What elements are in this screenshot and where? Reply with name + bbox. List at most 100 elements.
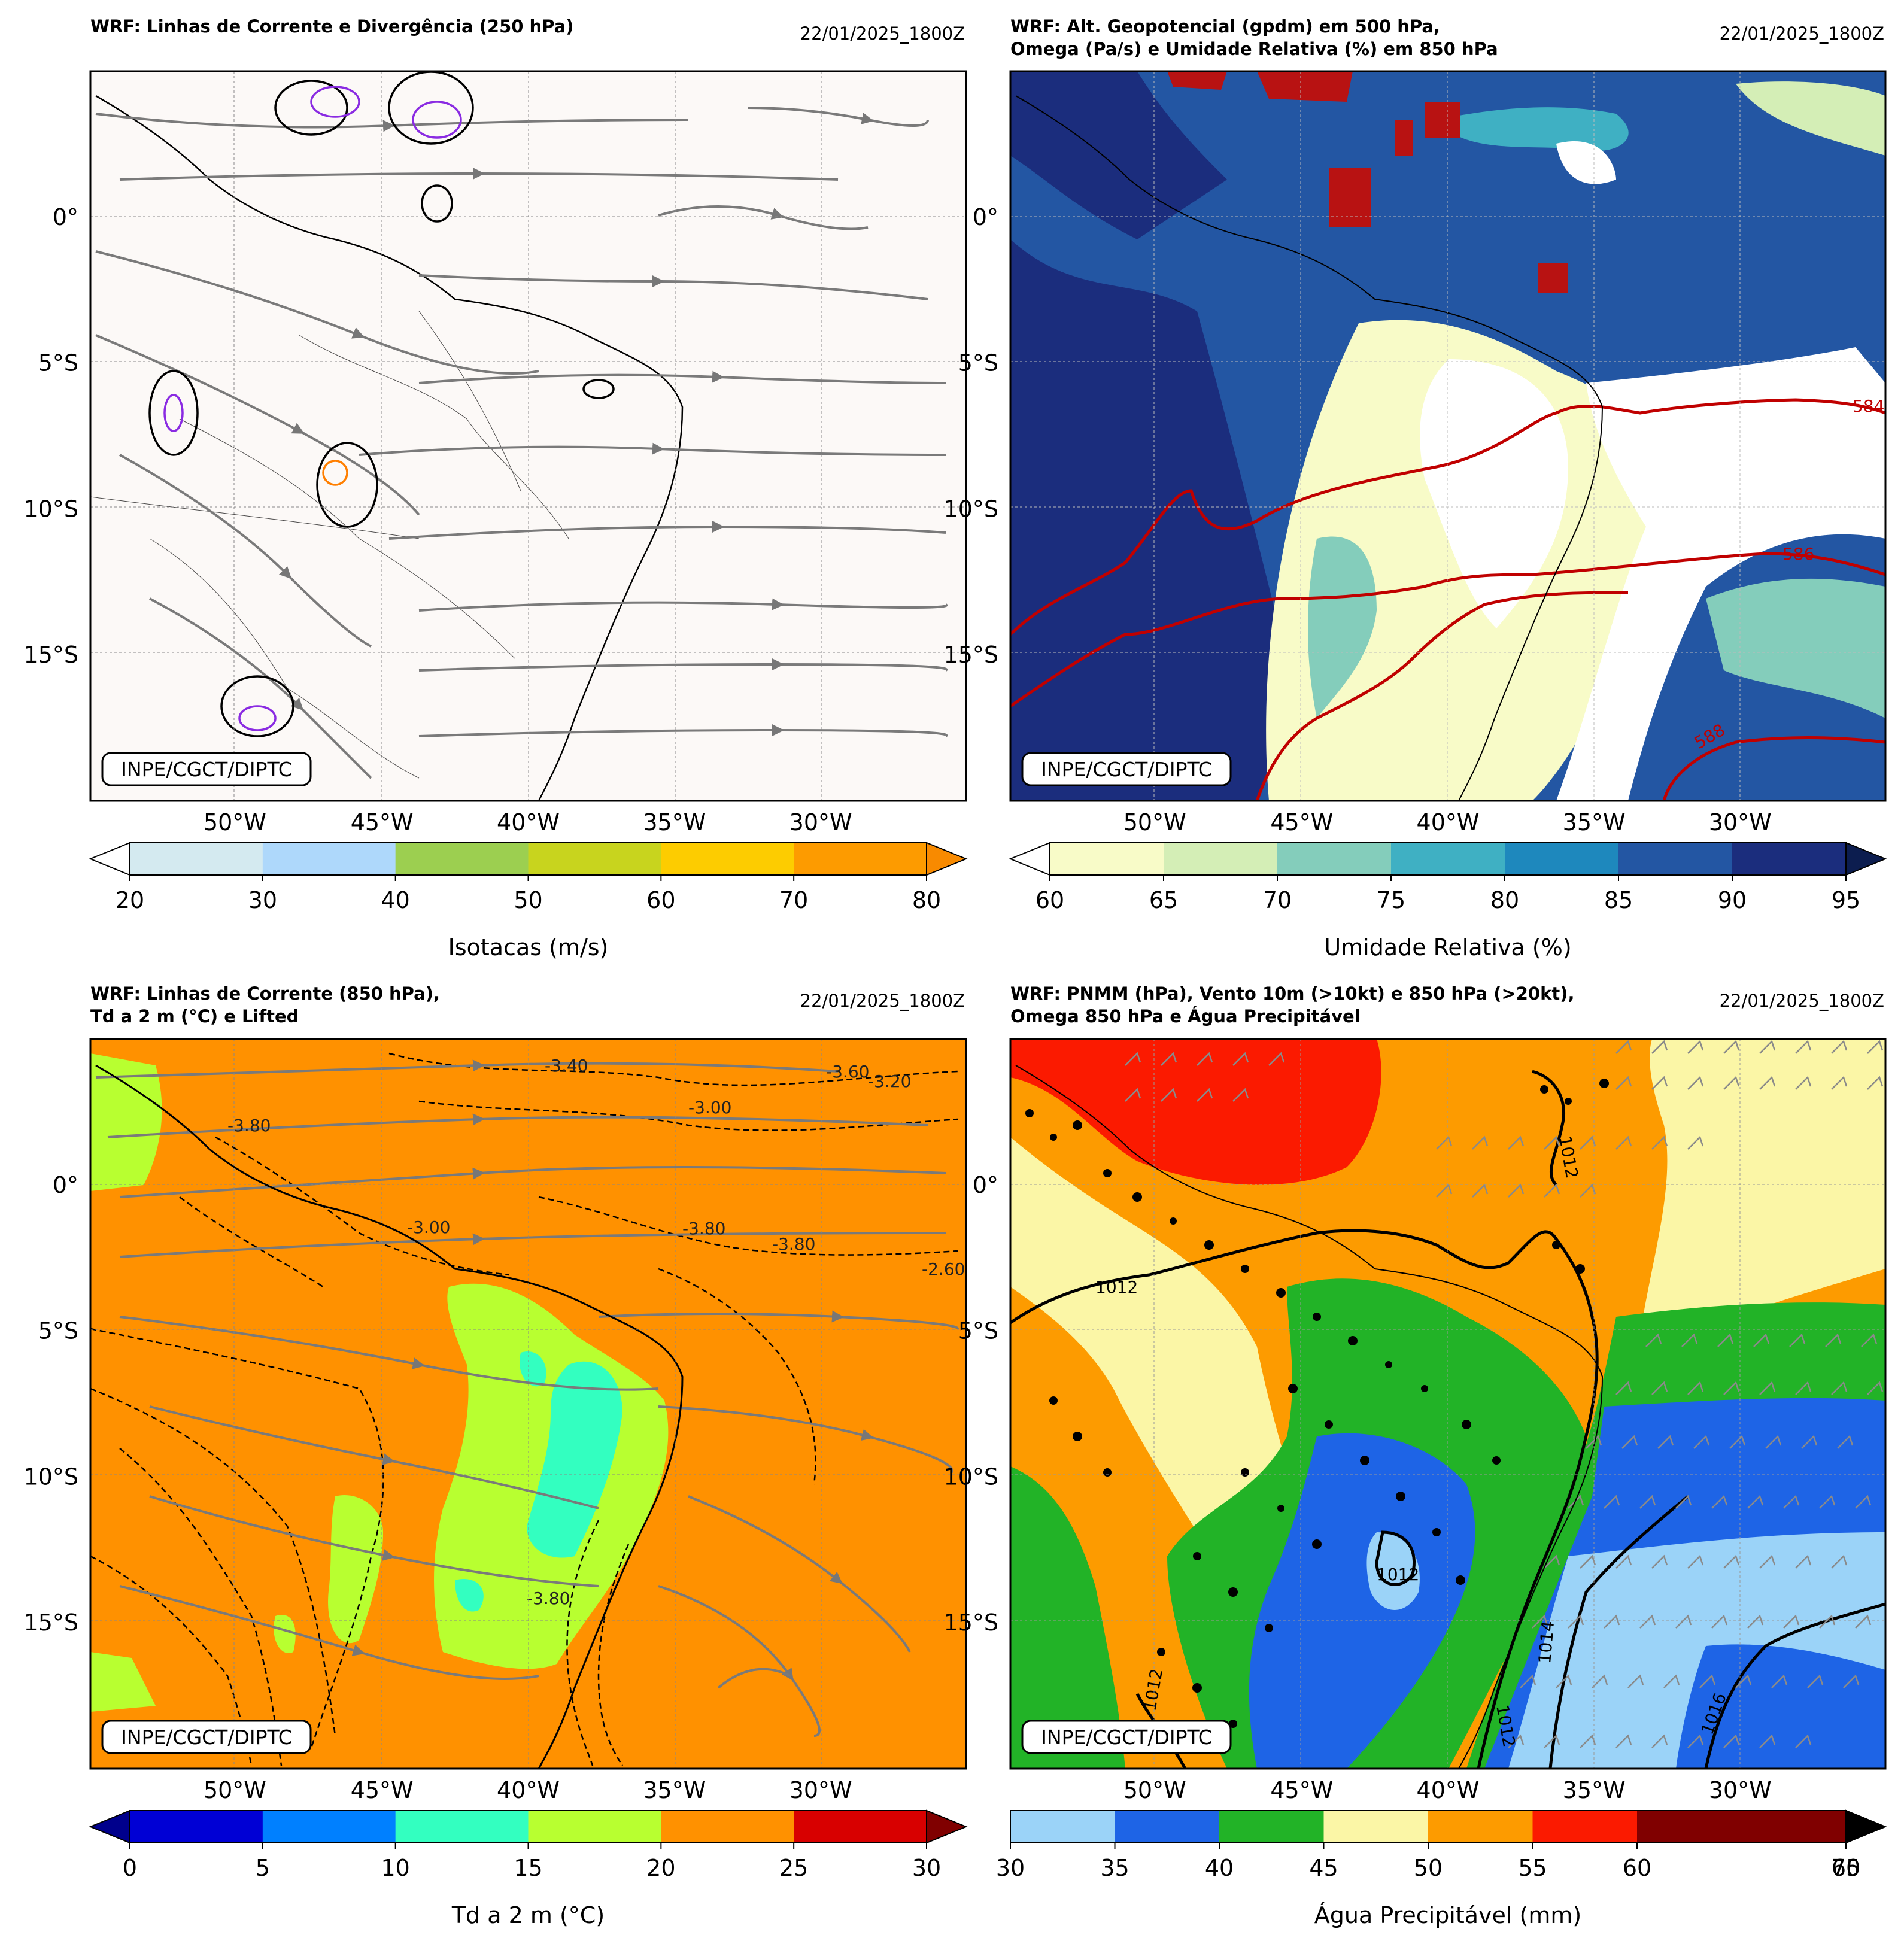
colorbar-tick-label: 20 bbox=[646, 1855, 675, 1881]
credit-box-b: INPE/CGCT/DIPTC bbox=[1021, 752, 1232, 786]
graticule-a bbox=[90, 71, 966, 801]
colorbar-tick-label: 30 bbox=[996, 1855, 1025, 1881]
colorbar-tick-label: 30 bbox=[912, 1855, 941, 1881]
panel-d-date: 22/01/2025_1800Z bbox=[1720, 991, 1884, 1011]
colorbar-segment bbox=[262, 843, 396, 875]
colorbar-segment bbox=[528, 1811, 661, 1843]
panel-d-title-line2: Omega 850 hPa e Água Precipitável bbox=[1010, 1006, 1361, 1026]
lifted-labels: -3.80 -3.40 -3.00 -3.60 -3.80 -3.80 -3.2… bbox=[227, 1056, 965, 1608]
svg-text:-3.60: -3.60 bbox=[826, 1062, 869, 1082]
panel-geopotential-omega-rh: WRF: Alt. Geopotencial (gpdm) em 500 hPa… bbox=[944, 16, 1887, 836]
panel-c-date: 22/01/2025_1800Z bbox=[800, 991, 965, 1011]
streamlines-a bbox=[95, 107, 948, 779]
colorbar-extend-right bbox=[1845, 842, 1887, 876]
lat-tick-label: 0° bbox=[53, 1172, 78, 1198]
latitude-labels: 0° 5°S 10°S 15°S bbox=[944, 204, 998, 668]
svg-text:-3.40: -3.40 bbox=[545, 1056, 588, 1076]
lon-tick-label: 35°W bbox=[1563, 1777, 1626, 1803]
panel-a-title: WRF: Linhas de Corrente e Divergência (2… bbox=[90, 16, 574, 37]
lat-tick-label: 0° bbox=[53, 204, 78, 230]
colorbar-extend-left bbox=[89, 842, 130, 876]
colorbar-segment bbox=[1618, 843, 1733, 875]
lat-tick-label: 0° bbox=[973, 1172, 998, 1198]
lat-tick-label: 15°S bbox=[944, 642, 998, 668]
colorbar-title: Umidade Relativa (%) bbox=[1324, 934, 1571, 961]
colorbar-segment bbox=[1532, 1811, 1638, 1843]
coastline-b bbox=[1015, 95, 1604, 801]
colorbar-tick-label: 95 bbox=[1832, 887, 1860, 913]
coastline-d bbox=[1015, 1065, 1604, 1769]
lon-tick-label: 30°W bbox=[1709, 809, 1772, 836]
colorbar-segment bbox=[1050, 843, 1164, 875]
latitude-labels: 0° 5°S 10°S 15°S bbox=[24, 1172, 78, 1636]
colorbar-segment bbox=[130, 843, 263, 875]
graticule-b bbox=[1010, 71, 1885, 801]
contour-label-586: 586 bbox=[1782, 544, 1814, 564]
lat-tick-label: 15°S bbox=[24, 642, 78, 668]
colorbar-segment bbox=[661, 843, 794, 875]
colorbar-segment bbox=[661, 1811, 794, 1843]
colorbar-segment bbox=[1277, 843, 1392, 875]
colorbar-segment bbox=[794, 843, 927, 875]
longitude-labels: 50°W 45°W 40°W 35°W 30°W bbox=[204, 809, 852, 836]
longitude-labels: 50°W 45°W 40°W 35°W 30°W bbox=[1123, 1777, 1772, 1803]
colorbar-tick-label: 60 bbox=[646, 887, 675, 913]
colorbar-tick-label: 80 bbox=[912, 887, 941, 913]
colorbar-segment bbox=[130, 1811, 263, 1843]
credit-box-c: INPE/CGCT/DIPTC bbox=[101, 1720, 312, 1754]
colorbar-segment bbox=[1323, 1811, 1429, 1843]
svg-text:INPE/CGCT/DIPTC: INPE/CGCT/DIPTC bbox=[121, 758, 292, 781]
panel-b-date: 22/01/2025_1800Z bbox=[1720, 23, 1884, 44]
colorbar-tick-label: 70 bbox=[779, 887, 808, 913]
colorbar-segment bbox=[262, 1811, 396, 1843]
svg-text:-2.60: -2.60 bbox=[922, 1259, 965, 1279]
colorbar-tick-label: 5 bbox=[256, 1855, 270, 1881]
colorbar-frame bbox=[1049, 842, 1847, 876]
lat-tick-label: 5°S bbox=[958, 350, 998, 376]
lon-tick-label: 50°W bbox=[1123, 1777, 1186, 1803]
colorbar-segment bbox=[395, 1811, 529, 1843]
colorbar-tick-label: 15 bbox=[514, 1855, 542, 1881]
svg-text:-3.80: -3.80 bbox=[227, 1116, 271, 1135]
contour-label-584: 584 bbox=[1853, 396, 1884, 416]
lat-tick-label: 10°S bbox=[944, 1463, 998, 1490]
colorbar-tick-label: 60 bbox=[1623, 1855, 1651, 1881]
panel-a-map bbox=[90, 71, 966, 801]
colorbar-tick-label: 65 bbox=[1149, 887, 1178, 913]
lon-tick-label: 40°W bbox=[497, 809, 560, 836]
colorbar-segment bbox=[1741, 1811, 1847, 1843]
panel-d-title-line1: WRF: PNMM (hPa), Vento 10m (>10kt) e 850… bbox=[1010, 983, 1575, 1004]
colorbar-extend-left bbox=[1009, 842, 1050, 876]
lat-tick-label: 0° bbox=[973, 204, 998, 230]
svg-text:-3.00: -3.00 bbox=[688, 1098, 731, 1117]
lon-tick-label: 40°W bbox=[497, 1777, 560, 1803]
panel-b-title-line2: Omega (Pa/s) e Umidade Relativa (%) em 8… bbox=[1010, 39, 1498, 59]
colorbar-tick-label: 40 bbox=[381, 887, 409, 913]
panel-mslp-wind-pw: WRF: PNMM (hPa), Vento 10m (>10kt) e 850… bbox=[944, 983, 1887, 1803]
colorbar-segment bbox=[1732, 843, 1847, 875]
lat-tick-label: 10°S bbox=[24, 496, 78, 522]
mslp-isobars bbox=[1010, 1070, 1885, 1769]
colorbar-segment bbox=[395, 843, 529, 875]
svg-text:INPE/CGCT/DIPTC: INPE/CGCT/DIPTC bbox=[121, 1726, 292, 1749]
omega-positive-b bbox=[1167, 71, 1568, 293]
colorbar-segment bbox=[1115, 1811, 1220, 1843]
colorbar-segment bbox=[1391, 843, 1505, 875]
coastline-a bbox=[95, 95, 684, 801]
panel-streamlines-850hpa-td: WRF: Linhas de Corrente (850 hPa), Td a … bbox=[24, 983, 967, 1803]
colorbar-segment bbox=[794, 1811, 927, 1843]
lon-tick-label: 30°W bbox=[1709, 1777, 1772, 1803]
lat-tick-label: 5°S bbox=[958, 1318, 998, 1344]
lon-tick-label: 35°W bbox=[643, 1777, 706, 1803]
colorbar-extend-left bbox=[89, 1809, 130, 1844]
lon-tick-label: 35°W bbox=[643, 809, 706, 836]
colorbar-tick-label: 40 bbox=[1205, 1855, 1234, 1881]
panel-a-date: 22/01/2025_1800Z bbox=[800, 23, 965, 44]
panel-b-title-line1: WRF: Alt. Geopotencial (gpdm) em 500 hPa… bbox=[1010, 16, 1440, 37]
svg-text:1012: 1012 bbox=[1377, 1565, 1419, 1584]
lat-tick-label: 10°S bbox=[944, 496, 998, 522]
colorbar-title: Isotacas (m/s) bbox=[448, 934, 609, 961]
graticule-d bbox=[1010, 1039, 1885, 1769]
